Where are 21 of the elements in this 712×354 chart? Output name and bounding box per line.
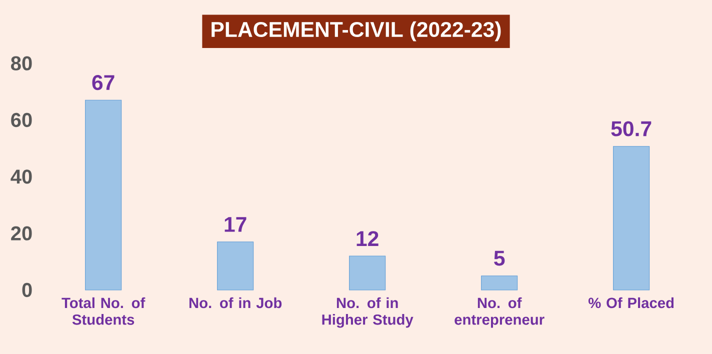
- y-tick-label: 20: [11, 226, 32, 240]
- x-tick-label: No. of in Job: [189, 297, 282, 308]
- data-label: 5: [494, 250, 505, 266]
- x-tick-label: Total No. of Students: [62, 297, 146, 325]
- data-label: 12: [356, 231, 378, 246]
- y-tick-label: 0: [22, 282, 32, 298]
- x-tick-label: No. of entrepreneur: [454, 297, 544, 328]
- bar: [349, 256, 386, 290]
- y-tick-label: 40: [10, 170, 32, 184]
- x-tick-label: No. of in Higher Study: [322, 297, 414, 328]
- bar: [481, 276, 518, 290]
- data-label: 67: [92, 75, 114, 90]
- x-tick-label: % Of Placed: [588, 297, 674, 308]
- data-label: 17: [224, 217, 246, 232]
- bar: [85, 100, 122, 290]
- y-tick-label: 80: [11, 56, 32, 70]
- bar: [613, 146, 650, 290]
- data-label: 50.7: [611, 121, 652, 136]
- y-tick-label: 60: [11, 112, 32, 128]
- bar: [217, 242, 254, 290]
- chart-title: PLACEMENT-CIVIL (2022-23): [212, 21, 501, 42]
